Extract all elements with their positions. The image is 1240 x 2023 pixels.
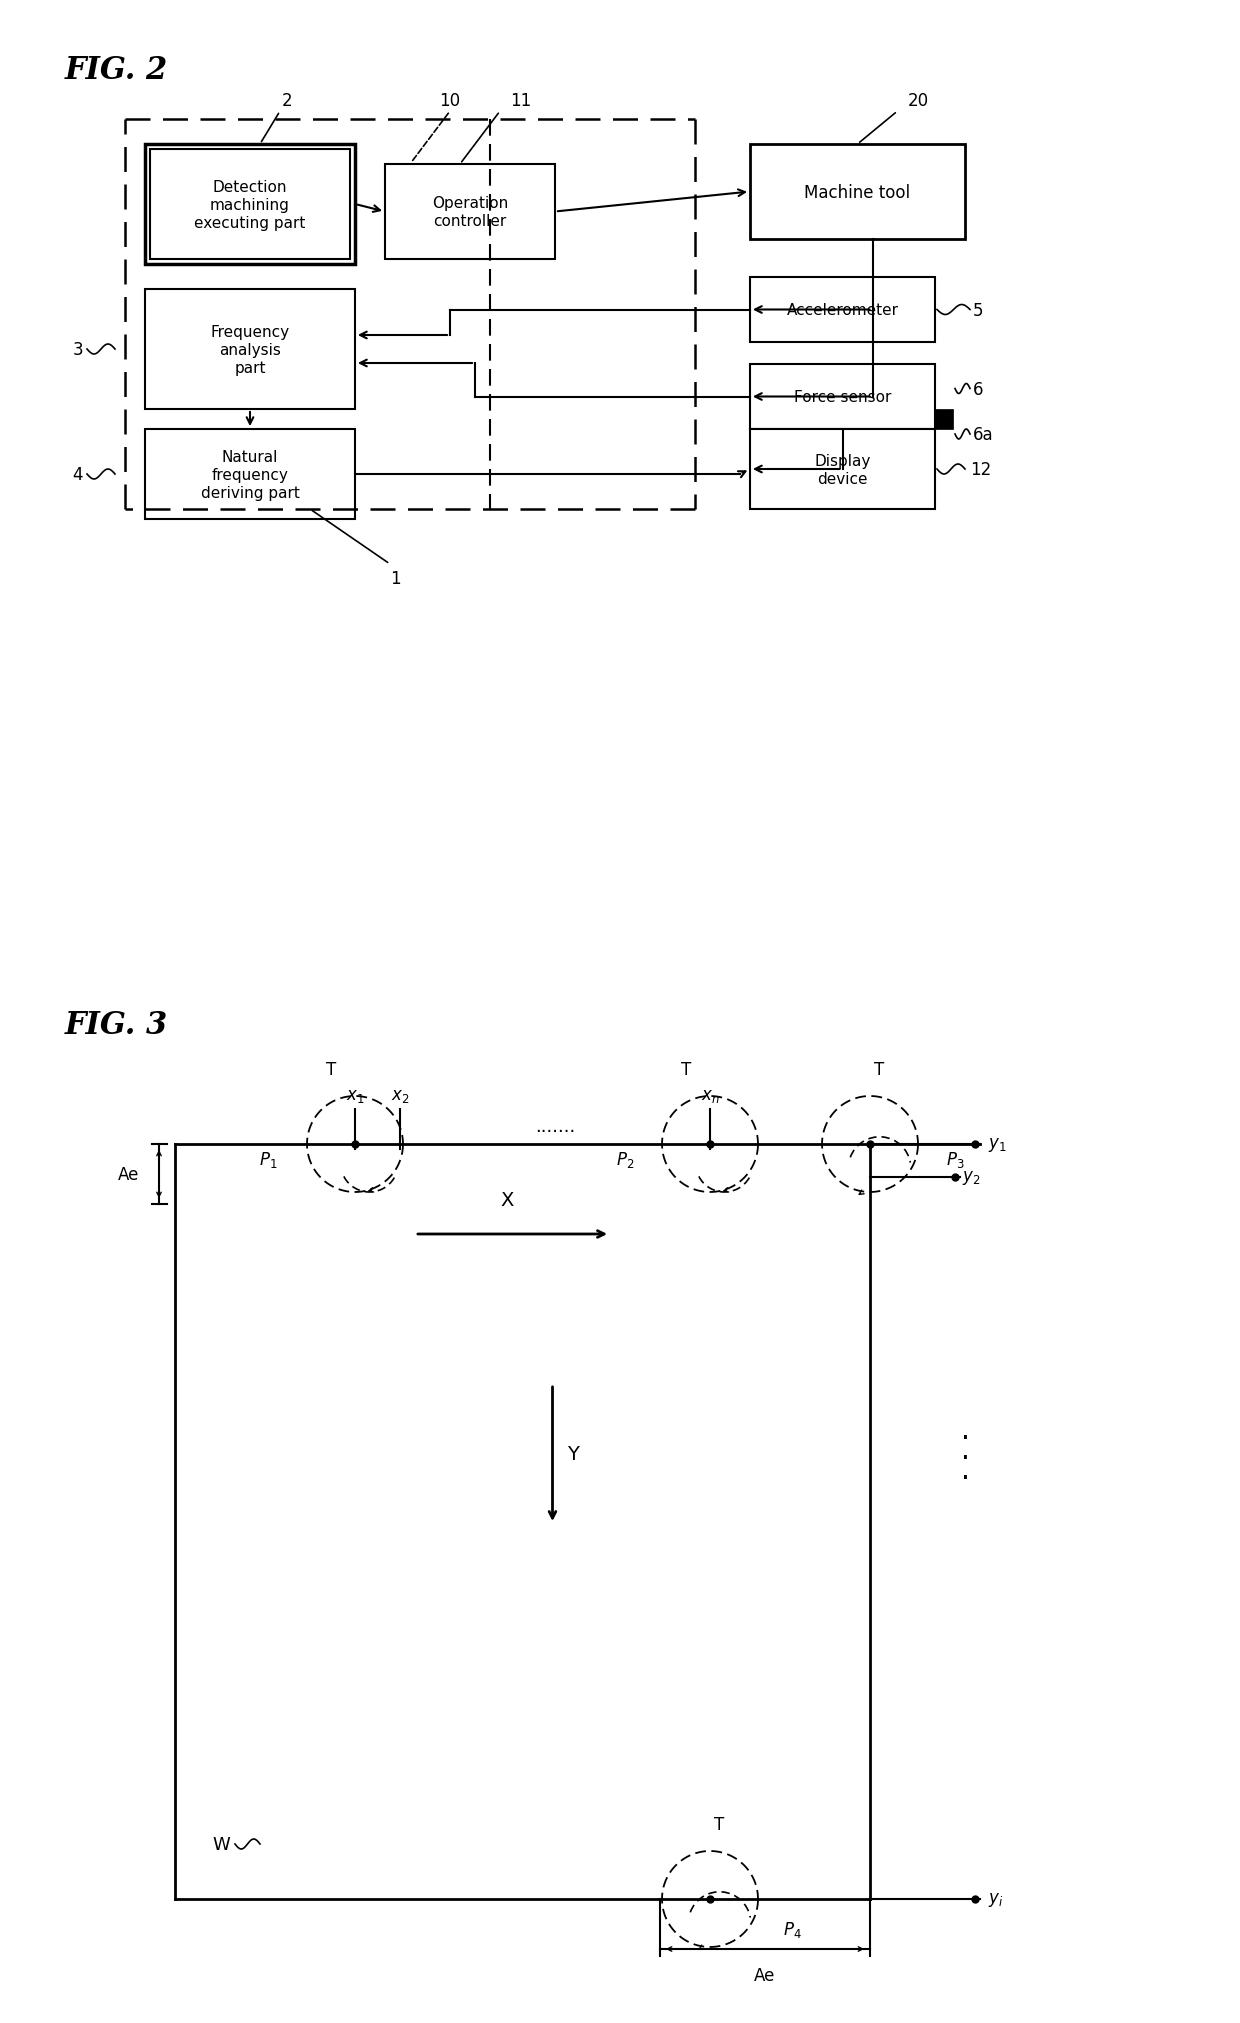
Text: part: part [234,360,265,376]
Text: deriving part: deriving part [201,486,299,500]
Text: T: T [874,1060,884,1078]
Text: 2: 2 [281,91,293,109]
Text: analysis: analysis [219,342,281,358]
Bar [384,166,556,259]
Text: 4: 4 [72,465,83,483]
Text: controller: controller [433,214,507,229]
Bar [750,364,935,429]
Bar [750,429,935,510]
Text: $x_1$: $x_1$ [346,1086,365,1105]
Bar [750,277,935,342]
Text: Ae: Ae [118,1165,139,1183]
Text: Display: Display [815,453,870,467]
Text: $x_n$: $x_n$ [701,1086,719,1105]
Text: ·: · [961,1424,970,1453]
Text: X: X [501,1190,515,1210]
Text: 1: 1 [389,570,401,589]
Bar [935,411,954,429]
Text: T: T [326,1060,336,1078]
Text: Machine tool: Machine tool [805,184,910,202]
Text: $y_2$: $y_2$ [962,1169,981,1185]
Bar [750,146,965,241]
Bar [145,429,355,520]
Text: FIG. 2: FIG. 2 [64,55,169,85]
Text: Y: Y [568,1444,579,1465]
Bar [150,150,350,259]
Text: ·: · [961,1444,970,1473]
Text: 6: 6 [973,380,983,399]
Text: device: device [817,471,868,486]
Text: $P_1$: $P_1$ [259,1149,277,1169]
Text: 10: 10 [439,91,460,109]
Text: 20: 20 [908,91,929,109]
Text: W: W [212,1835,229,1853]
Text: $P_4$: $P_4$ [782,1920,802,1938]
Text: Ae: Ae [754,1966,776,1985]
Bar [145,289,355,411]
Text: 5: 5 [973,301,983,320]
Text: $y_1$: $y_1$ [988,1135,1007,1153]
Text: T: T [681,1060,691,1078]
Text: Detection: Detection [213,180,288,194]
Text: $P_3$: $P_3$ [946,1149,965,1169]
Text: Operation: Operation [432,196,508,210]
Text: 12: 12 [970,461,991,479]
Text: $P_2$: $P_2$ [616,1149,634,1169]
Text: machining: machining [210,198,290,212]
Text: 11: 11 [510,91,531,109]
Text: Frequency: Frequency [211,324,290,340]
Text: .......: ....... [534,1119,575,1137]
Text: 6a: 6a [973,425,993,443]
Text: T: T [714,1815,724,1833]
Text: frequency: frequency [212,467,289,481]
Text: Force sensor: Force sensor [794,390,892,405]
Text: 3: 3 [72,340,83,358]
Text: Accelerometer: Accelerometer [786,303,899,318]
Bar [145,146,355,265]
Text: $y_i$: $y_i$ [988,1889,1003,1908]
Text: executing part: executing part [195,214,306,231]
Text: ·: · [961,1465,970,1493]
Text: FIG. 3: FIG. 3 [64,1009,169,1040]
Text: $x_2$: $x_2$ [391,1086,409,1105]
Text: Natural: Natural [222,449,278,463]
